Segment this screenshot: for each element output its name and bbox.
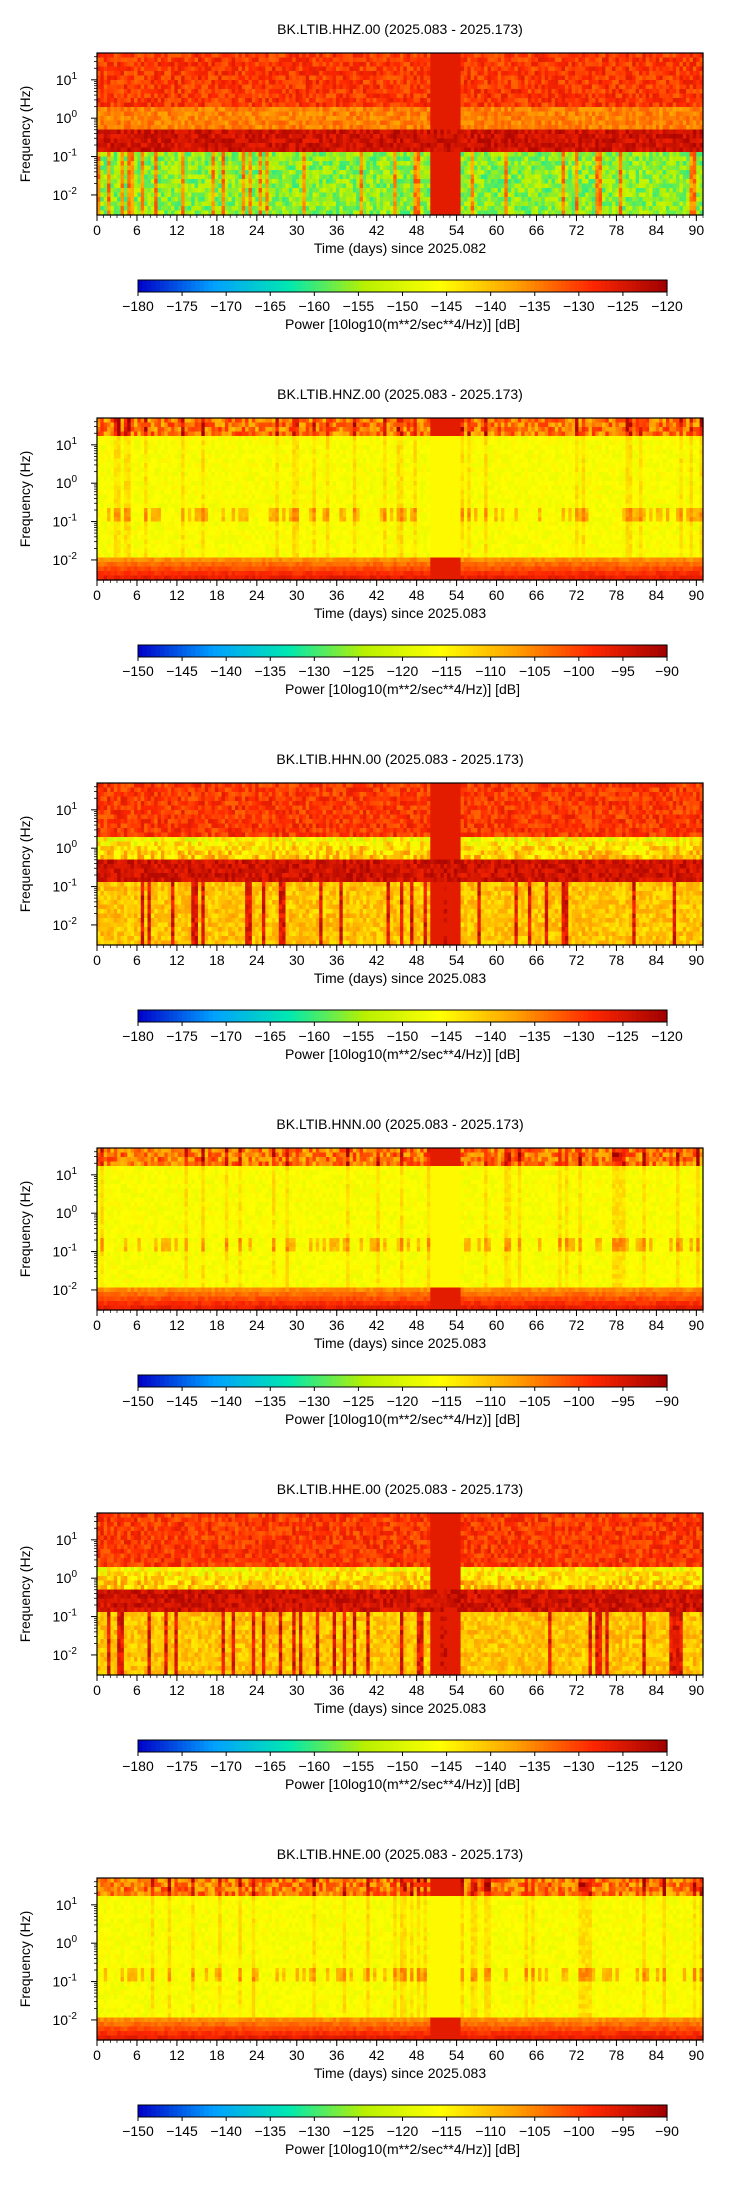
panel-1: BK.LTIB.HHZ.00 (2025.083 - 2025.173)1011… [17, 21, 704, 332]
heatmap [97, 53, 704, 216]
panel-title: BK.LTIB.HHZ.00 (2025.083 - 2025.173) [277, 21, 523, 37]
